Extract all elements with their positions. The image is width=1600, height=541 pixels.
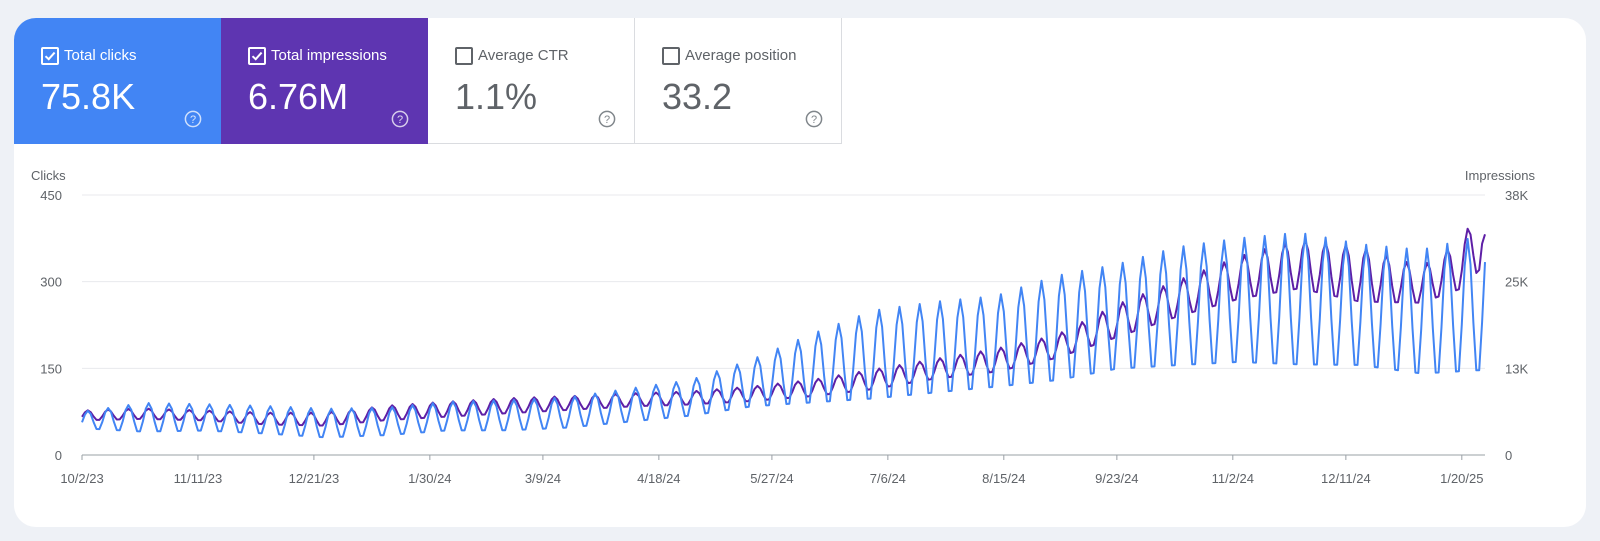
x-tick-label: 9/23/24 — [1095, 471, 1138, 486]
metric-average-position[interactable]: Average position 33.2 ? — [635, 18, 842, 144]
help-circle-icon[interactable]: ? — [805, 110, 823, 128]
series-line — [81, 227, 1486, 427]
checkbox-icon[interactable] — [248, 47, 266, 65]
x-tick-label: 1/20/25 — [1440, 471, 1483, 486]
metric-total-impressions[interactable]: Total impressions 6.76M ? — [221, 18, 428, 144]
svg-text:?: ? — [190, 114, 196, 126]
help-circle-icon[interactable]: ? — [598, 110, 616, 128]
x-tick-label: 12/11/24 — [1321, 471, 1371, 486]
x-tick-label: 11/11/23 — [174, 471, 223, 486]
svg-text:?: ? — [811, 114, 817, 126]
x-tick-label: 12/21/23 — [289, 471, 340, 486]
x-tick-label: 5/27/24 — [750, 471, 793, 486]
left-tick-label: 0 — [55, 448, 62, 463]
metric-total-clicks[interactable]: Total clicks 75.8K ? — [14, 18, 221, 144]
right-tick-label: 13K — [1505, 361, 1528, 376]
left-tick-label: 150 — [40, 361, 62, 376]
checkbox-icon[interactable] — [455, 47, 473, 65]
help-circle-icon[interactable]: ? — [184, 110, 202, 128]
left-tick-label: 300 — [40, 275, 62, 290]
metric-value: 6.76M — [248, 76, 349, 117]
svg-text:?: ? — [604, 114, 610, 126]
metric-label: Total clicks — [64, 47, 137, 64]
metric-label: Average position — [685, 47, 797, 64]
metric-value: 1.1% — [455, 76, 538, 117]
x-tick-label: 1/30/24 — [408, 471, 451, 486]
performance-card: Total clicks 75.8K ? Total impressions 6… — [14, 18, 1586, 527]
metric-value: 75.8K — [41, 76, 136, 117]
x-tick-label: 8/15/24 — [982, 471, 1025, 486]
x-tick-label: 10/2/23 — [60, 471, 103, 486]
help-circle-icon[interactable]: ? — [391, 110, 409, 128]
x-tick-label: 4/18/24 — [637, 471, 680, 486]
right-tick-label: 38K — [1505, 188, 1528, 203]
metric-label: Total impressions — [271, 47, 387, 64]
left-tick-label: 450 — [40, 188, 62, 203]
left-axis-title: Clicks — [31, 168, 66, 183]
checkbox-icon[interactable] — [41, 47, 59, 65]
performance-chart: Clicks Impressions 0 150 300 450 0 13K 25K 38K… — [31, 168, 1536, 486]
x-tick-label: 3/9/24 — [525, 471, 561, 486]
right-tick-label: 0 — [1505, 448, 1512, 463]
svg-text:?: ? — [397, 114, 403, 126]
right-tick-label: 25K — [1505, 275, 1528, 290]
metric-value: 33.2 — [662, 76, 733, 117]
series-line — [81, 232, 1486, 439]
right-axis-title: Impressions — [1465, 168, 1536, 183]
metric-average-ctr[interactable]: Average CTR 1.1% ? — [428, 18, 635, 144]
checkbox-icon[interactable] — [662, 47, 680, 65]
x-tick-label: 7/6/24 — [870, 471, 906, 486]
x-tick-label: 11/2/24 — [1212, 471, 1254, 486]
metric-label: Average CTR — [478, 47, 569, 64]
metric-tiles: Total clicks 75.8K ? Total impressions 6… — [14, 18, 842, 144]
